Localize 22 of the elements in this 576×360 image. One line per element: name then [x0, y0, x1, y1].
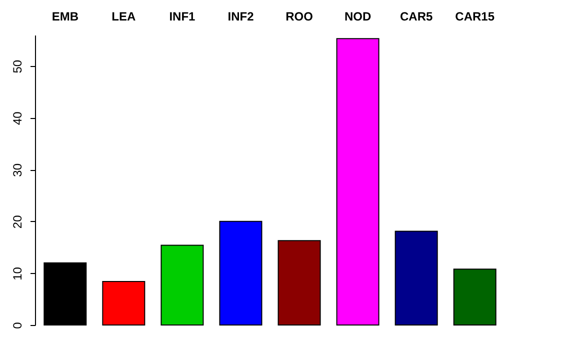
y-tick-label: 30	[10, 163, 24, 177]
bar	[278, 240, 321, 326]
y-tick-label: 0	[10, 322, 24, 329]
x-tick-label: INF2	[228, 10, 254, 24]
bar	[219, 220, 262, 326]
y-tick-label: 40	[10, 111, 24, 126]
bar	[160, 244, 204, 326]
x-tick-label: LEA	[112, 10, 136, 24]
x-tick-label: ROO	[286, 10, 313, 24]
x-tick-label: CAR15	[455, 10, 495, 24]
x-tick-label: EMB	[52, 10, 79, 24]
y-tick-label: 20	[10, 214, 24, 229]
bar	[44, 262, 87, 326]
y-tick-label: 10	[10, 266, 24, 280]
bar	[336, 38, 380, 326]
x-tick-label: CAR5	[400, 10, 433, 24]
bar	[102, 281, 146, 326]
x-tick-label: NOD	[344, 10, 372, 24]
x-tick-label: INF1	[169, 10, 196, 24]
y-tick-label: 50	[10, 60, 24, 74]
bar	[394, 230, 438, 326]
bar	[453, 268, 496, 326]
